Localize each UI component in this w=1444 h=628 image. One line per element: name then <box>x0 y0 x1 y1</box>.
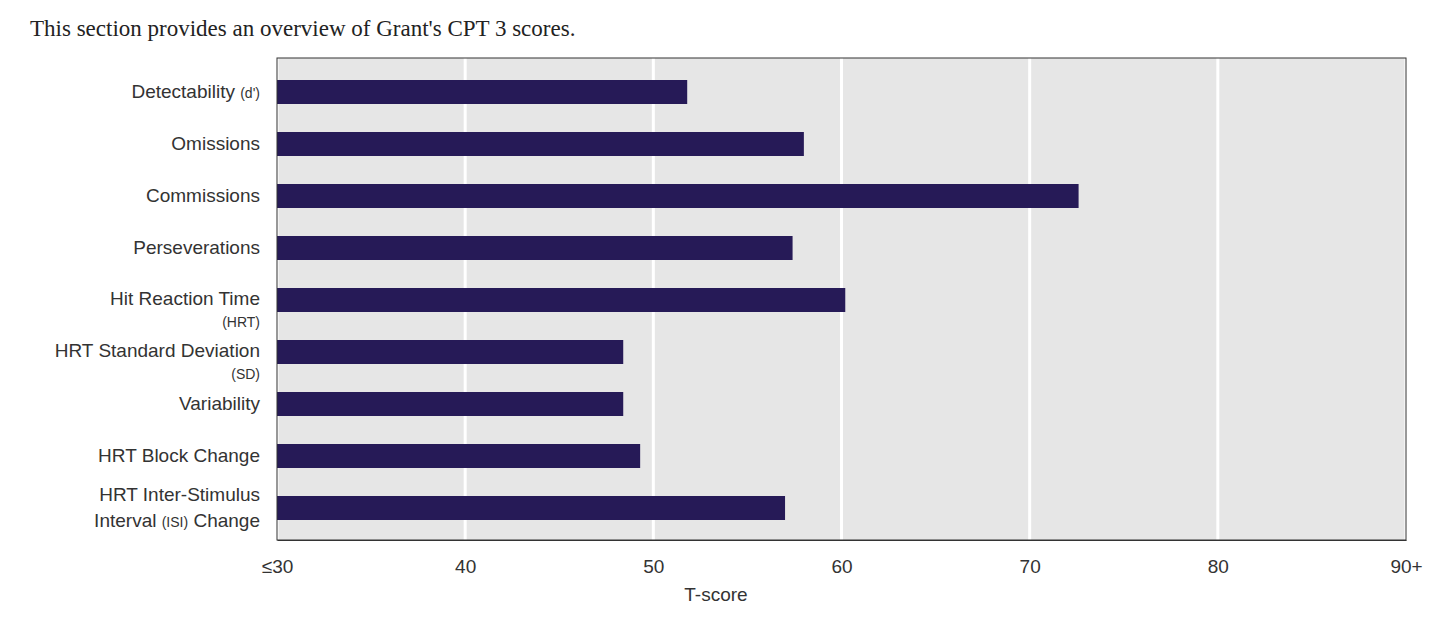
bar <box>277 496 785 520</box>
bar <box>277 184 1079 208</box>
label-part: (ISI) <box>162 514 188 530</box>
category-label: HRT Block Change <box>98 445 260 466</box>
bars <box>277 80 1079 520</box>
y-axis: Detectability (d') Omissions Commissions Pe… <box>55 81 261 531</box>
tick: 60 <box>831 540 852 577</box>
bar <box>277 288 845 312</box>
label-line: Hit Reaction Time <box>110 288 260 309</box>
tick: ≤30 <box>262 540 294 577</box>
grid-line <box>1028 58 1031 540</box>
label-part: (d') <box>240 85 260 101</box>
label-part: (HRT) <box>222 314 260 330</box>
plot-frame <box>277 58 1406 540</box>
tick: 50 <box>643 540 664 577</box>
category-label: HRT Standard Deviation (SD) <box>55 340 260 382</box>
bar <box>277 392 623 416</box>
label-line: Interval (ISI) Change <box>94 510 260 531</box>
category-label: Omissions <box>171 133 260 154</box>
chart: This section provides an overview of Gra… <box>0 0 1444 628</box>
label-part: HRT Block Change <box>98 445 260 466</box>
bar <box>277 340 623 364</box>
label-part: Commissions <box>146 185 260 206</box>
category-label: Perseverations <box>133 237 260 258</box>
bar <box>277 132 804 156</box>
tick-label: 90+ <box>1390 556 1422 577</box>
tick-label: 50 <box>643 556 664 577</box>
x-axis: ≤30 40 50 60 70 80 90+ <box>262 540 1423 577</box>
label-part: (SD) <box>231 366 260 382</box>
title: This section provides an overview of Gra… <box>30 16 575 41</box>
bar <box>277 444 640 468</box>
tick-label: 80 <box>1208 556 1229 577</box>
tick: 80 <box>1208 540 1229 577</box>
label-part: Change <box>188 510 260 531</box>
tick-label: 70 <box>1020 556 1041 577</box>
category-label: Variability <box>179 393 260 414</box>
grid-line <box>1216 58 1219 540</box>
label-part: Omissions <box>171 133 260 154</box>
label-part: Perseverations <box>133 237 260 258</box>
tick-label: ≤30 <box>262 556 294 577</box>
label-part: Detectability <box>131 81 240 102</box>
bar <box>277 80 687 104</box>
axis-line <box>278 540 1407 541</box>
category-label: Commissions <box>146 185 260 206</box>
label-line: (SD) <box>231 366 260 382</box>
label-part: Variability <box>179 393 260 414</box>
category-label: Detectability (d') <box>131 81 260 102</box>
bar <box>277 236 793 260</box>
axis-title: T-score <box>684 584 747 605</box>
category-label: Hit Reaction Time (HRT) <box>110 288 260 330</box>
label-line: HRT Standard Deviation <box>55 340 260 361</box>
label-part: HRT Inter-Stimulus <box>99 484 260 505</box>
label-part: Interval <box>94 510 162 531</box>
tick-label: 40 <box>455 556 476 577</box>
category-label: HRT Inter-Stimulus Interval (ISI) Change <box>94 484 260 531</box>
tick-label: 60 <box>831 556 852 577</box>
label-part: Hit Reaction Time <box>110 288 260 309</box>
tick: 40 <box>455 540 476 577</box>
grid <box>277 58 1406 540</box>
label-line: HRT Inter-Stimulus <box>99 484 260 505</box>
tick: 90+ <box>1390 540 1422 577</box>
label-part: HRT Standard Deviation <box>55 340 260 361</box>
tick: 70 <box>1020 540 1041 577</box>
plot-background <box>277 58 1406 540</box>
label-line: (HRT) <box>222 314 260 330</box>
